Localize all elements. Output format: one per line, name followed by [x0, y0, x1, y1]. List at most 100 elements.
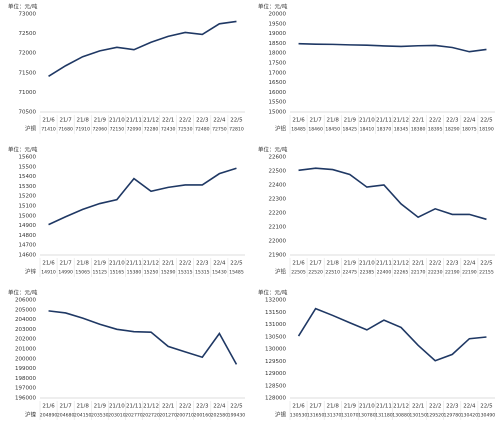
value-label: 14990 [58, 270, 73, 276]
y-tick-label: 70500 [19, 110, 37, 116]
x-tick-label: 22/4 [213, 404, 226, 410]
y-tick-label: 130000 [265, 347, 286, 353]
value-label: 18290 [445, 127, 460, 133]
y-tick-label: 15400 [19, 174, 37, 180]
x-tick-label: 22/5 [230, 404, 243, 410]
x-tick-label: 22/4 [463, 404, 476, 410]
series-name: 沪镍 [25, 411, 37, 419]
value-label: 72280 [144, 127, 159, 133]
y-tick-label: 17000 [269, 70, 287, 76]
value-label: 72150 [110, 127, 125, 133]
y-tick-label: 15300 [19, 184, 37, 190]
x-tick-label: 21/11 [376, 118, 392, 124]
y-tick-label: 200000 [15, 356, 36, 362]
value-label: 15485 [229, 270, 244, 276]
value-label: 130530 [290, 413, 308, 419]
y-tick-label: 18000 [269, 51, 287, 57]
y-tick-label: 206000 [15, 298, 36, 304]
value-label: 22520 [308, 270, 323, 276]
y-tick-label: 128000 [265, 396, 286, 402]
x-tick-label: 21/7 [309, 261, 322, 267]
x-tick-label: 22/4 [213, 118, 226, 124]
x-tick-label: 21/7 [59, 261, 72, 267]
value-label: 72060 [92, 127, 107, 133]
y-tick-label: 15000 [269, 110, 287, 116]
value-label: 130150 [409, 413, 427, 419]
y-tick-label: 71500 [19, 70, 37, 76]
value-label: 204890 [40, 413, 58, 419]
unit-label: 单位：元/吨 [8, 289, 38, 297]
x-tick-label: 22/1 [162, 118, 174, 124]
x-tick-label: 21/6 [292, 118, 305, 124]
value-label: 18345 [394, 127, 409, 133]
x-tick-label: 21/9 [94, 118, 107, 124]
y-tick-label: 15500 [269, 100, 287, 106]
y-tick-label: 14600 [19, 253, 37, 259]
value-label: 22190 [445, 270, 460, 276]
line [298, 42, 487, 53]
x-tick-label: 21/12 [393, 404, 409, 410]
x-tick-label: 22/1 [412, 404, 424, 410]
x-tick-label: 21/6 [42, 404, 55, 410]
value-label: 71410 [41, 127, 56, 133]
y-tick-label: 197000 [15, 386, 36, 392]
x-tick-label: 22/3 [446, 404, 459, 410]
x-tick-label: 22/3 [196, 261, 209, 267]
value-label: 130420 [461, 413, 479, 419]
y-tick-label: 22600 [269, 155, 287, 161]
value-label: 22170 [411, 270, 426, 276]
line [298, 167, 487, 221]
x-tick-label: 21/11 [126, 404, 142, 410]
value-label: 15430 [212, 270, 227, 276]
value-label: 15315 [178, 270, 193, 276]
value-label: 15290 [161, 270, 176, 276]
x-tick-label: 21/12 [143, 404, 159, 410]
value-label: 18370 [377, 127, 392, 133]
x-tick-label: 22/2 [429, 404, 441, 410]
x-tick-label: 22/2 [429, 118, 441, 124]
y-tick-label: 72000 [19, 51, 37, 57]
value-label: 18425 [342, 127, 357, 133]
value-label: 22510 [325, 270, 340, 276]
value-label: 201270 [159, 413, 177, 419]
value-label: 22400 [377, 270, 392, 276]
x-tick-label: 22/1 [162, 404, 174, 410]
value-label: 22190 [462, 270, 477, 276]
y-tick-label: 14900 [19, 223, 37, 229]
x-tick-label: 22/5 [480, 118, 493, 124]
value-label: 71910 [75, 127, 90, 133]
x-tick-label: 21/9 [344, 118, 357, 124]
x-tick-label: 21/10 [109, 404, 125, 410]
series-name: 沪锌 [25, 268, 37, 276]
x-tick-label: 21/7 [309, 118, 322, 124]
value-label: 202770 [125, 413, 143, 419]
x-tick-label: 22/2 [179, 261, 191, 267]
x-tick-label: 21/9 [94, 261, 107, 267]
value-label: 130490 [478, 413, 496, 419]
x-tick-label: 21/11 [126, 118, 142, 124]
x-tick-label: 22/3 [446, 261, 459, 267]
x-tick-label: 22/1 [412, 261, 424, 267]
y-tick-label: 202000 [15, 337, 36, 343]
value-label: 22475 [342, 270, 357, 276]
value-label: 72090 [127, 127, 142, 133]
value-label: 15065 [75, 270, 90, 276]
value-label: 129520 [426, 413, 444, 419]
value-label: 22265 [394, 270, 409, 276]
value-label: 204680 [57, 413, 75, 419]
x-tick-label: 21/6 [292, 261, 305, 267]
value-label: 15380 [127, 270, 142, 276]
y-tick-label: 196000 [15, 396, 36, 402]
y-tick-label: 131500 [265, 310, 286, 316]
x-tick-label: 22/2 [429, 261, 441, 267]
value-label: 200160 [194, 413, 212, 419]
value-label: 18410 [360, 127, 375, 133]
x-tick-label: 21/10 [359, 118, 375, 124]
y-tick-label: 129000 [265, 371, 286, 377]
value-label: 131070 [341, 413, 359, 419]
y-tick-label: 22100 [269, 225, 287, 231]
x-tick-label: 21/12 [143, 261, 159, 267]
y-tick-label: 16000 [269, 90, 287, 96]
value-label: 200710 [176, 413, 194, 419]
